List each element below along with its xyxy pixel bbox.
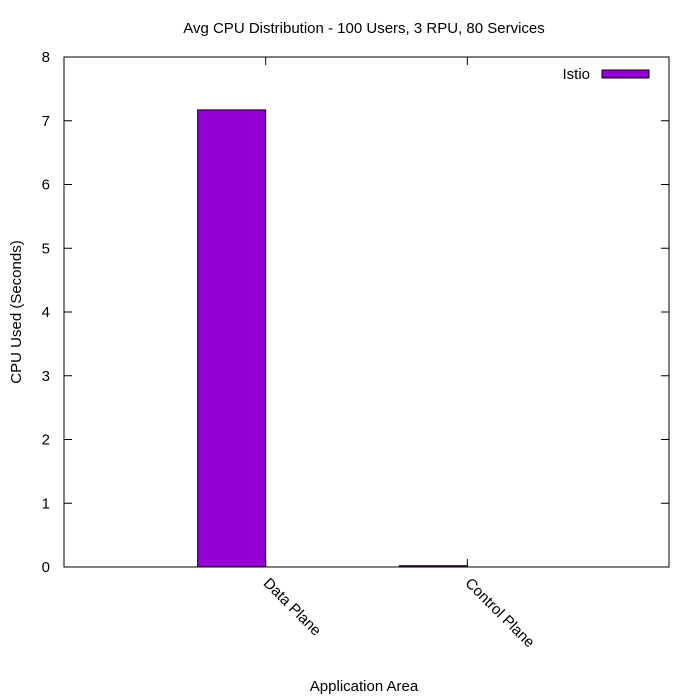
y-tick-label: 4 — [42, 304, 50, 321]
y-tick-label: 0 — [42, 559, 50, 576]
x-axis-label: Application Area — [310, 678, 419, 695]
y-tick-label: 1 — [42, 495, 50, 512]
bar — [398, 565, 468, 568]
x-tick-label: Control Plane — [462, 575, 538, 651]
y-tick-label: 5 — [42, 240, 50, 257]
legend-swatch-istio — [601, 69, 650, 79]
y-tick-label: 7 — [42, 113, 50, 130]
legend-label-istio: Istio — [562, 66, 590, 83]
chart-title: Avg CPU Distribution - 100 Users, 3 RPU,… — [183, 20, 545, 37]
plot-frame — [63, 56, 670, 568]
y-tick-label: 3 — [42, 368, 50, 385]
x-tick-label: Data Plane — [260, 575, 325, 640]
y-tick-label: 2 — [42, 432, 50, 449]
legend: Istio — [562, 66, 650, 83]
bar-series — [197, 109, 468, 568]
x-axis: Data Plane Control Plane — [260, 57, 538, 651]
y-axis: 0 1 2 3 4 5 6 7 8 — [42, 49, 669, 576]
y-axis-label: CPU Used (Seconds) — [8, 240, 25, 383]
bar — [197, 109, 267, 568]
y-tick-label: 8 — [42, 49, 50, 66]
y-tick-label: 6 — [42, 177, 50, 194]
